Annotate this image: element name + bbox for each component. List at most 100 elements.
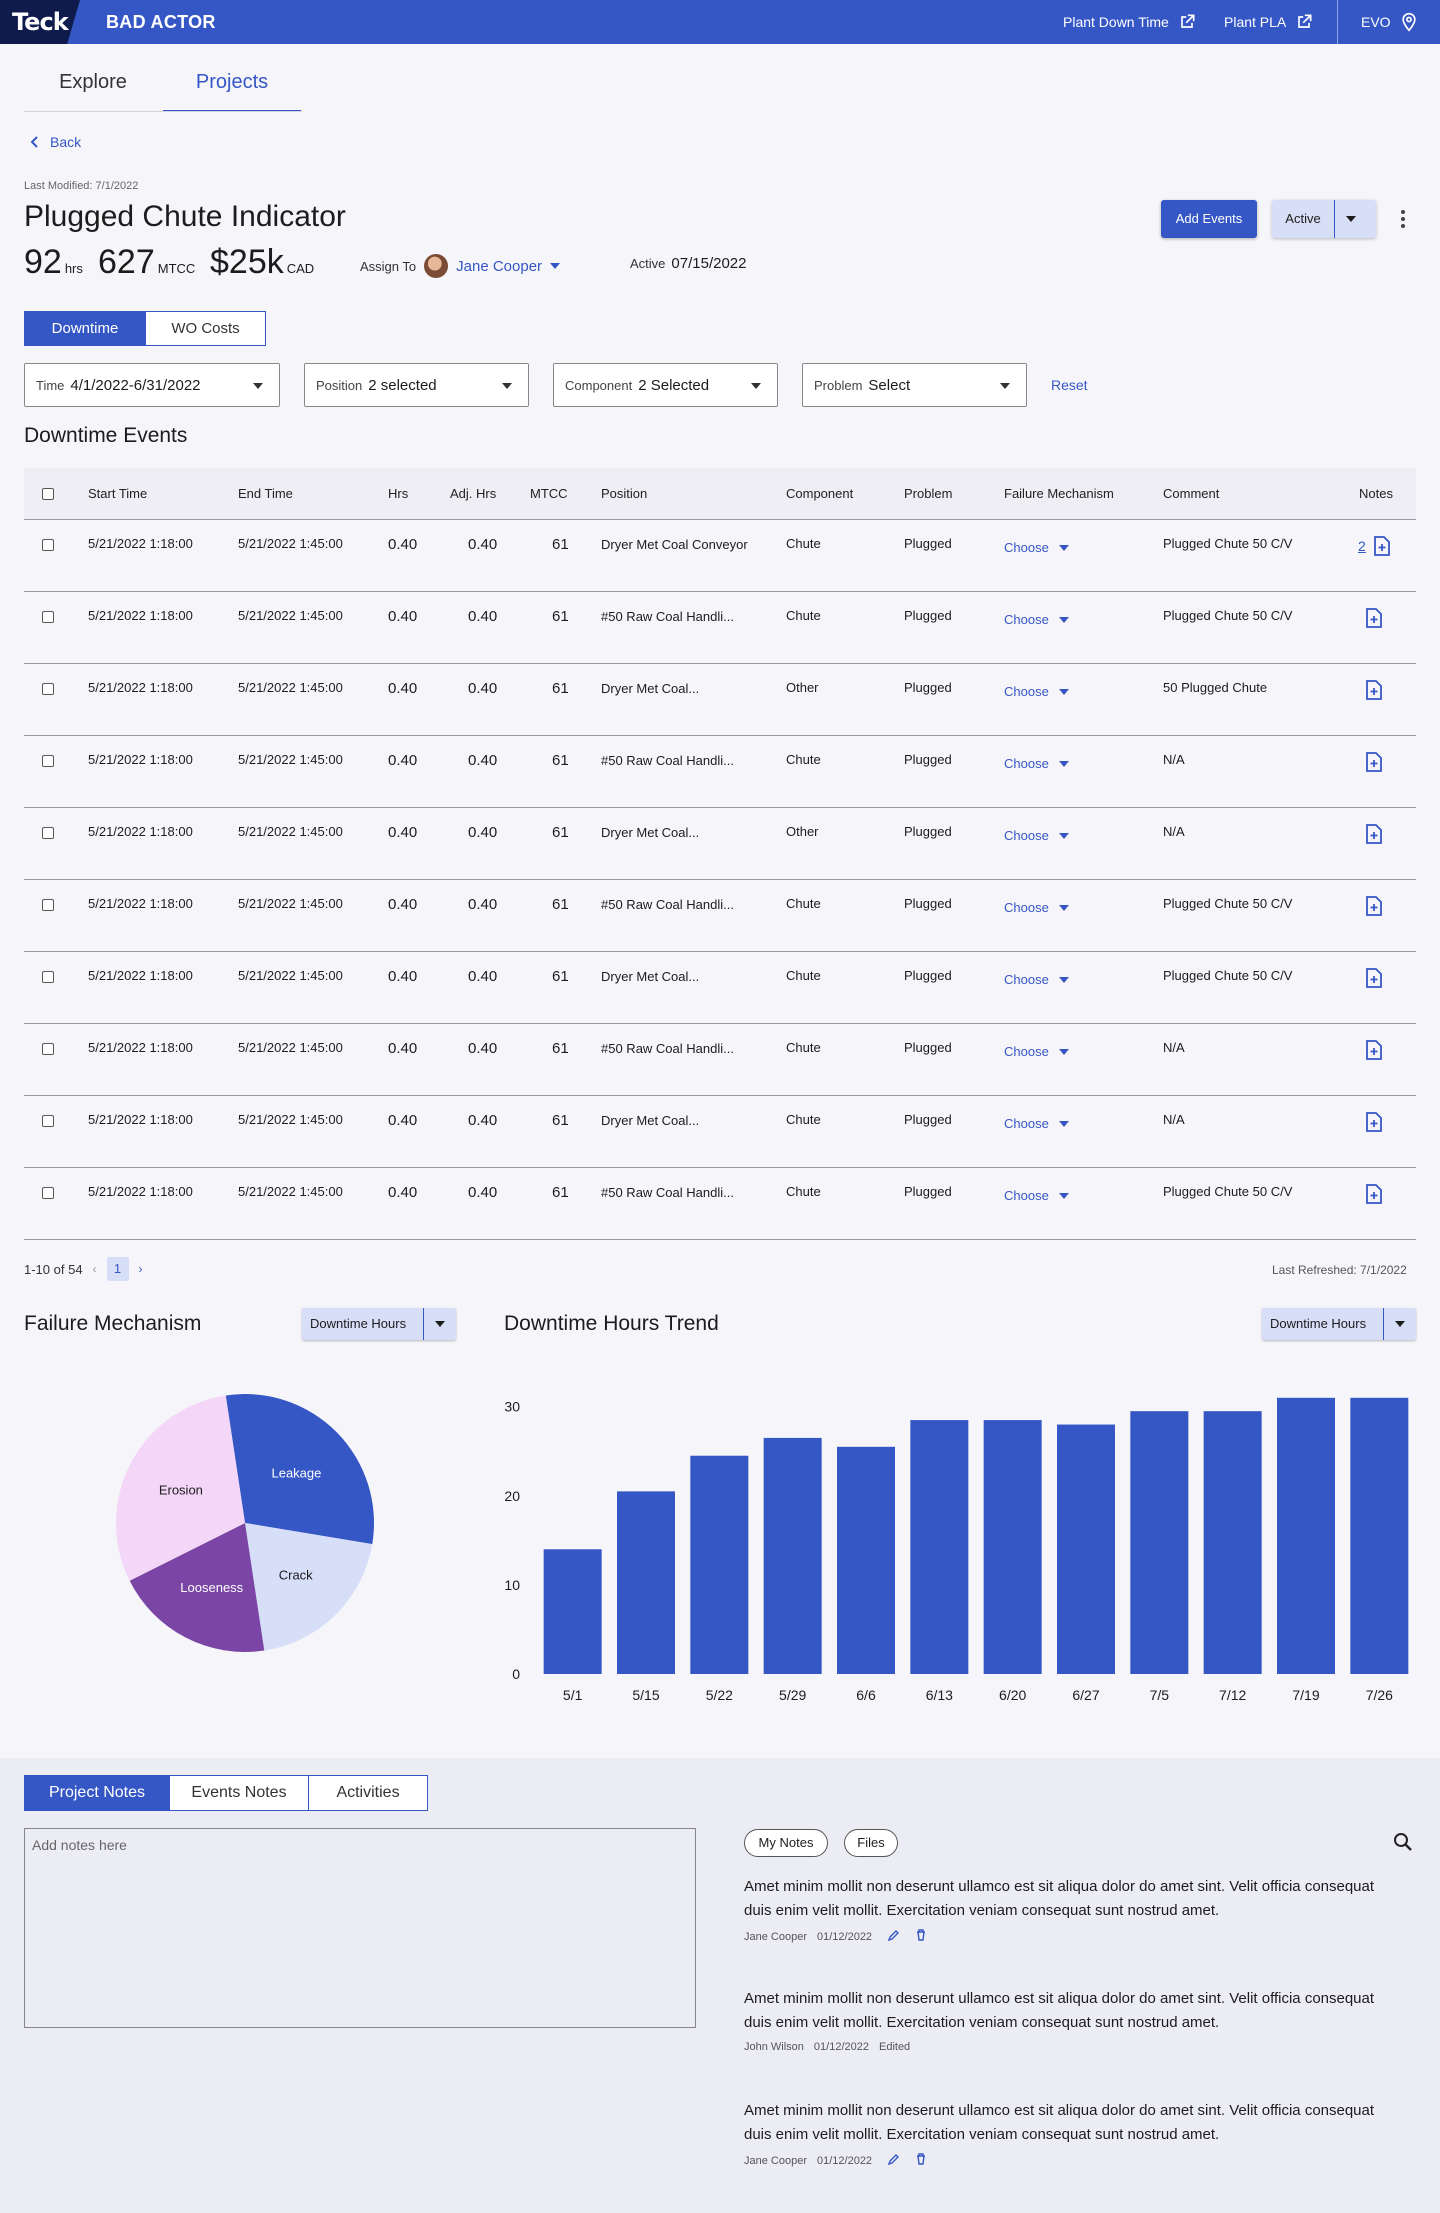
col-start-time[interactable]: Start Time <box>88 486 148 501</box>
bar-5/15[interactable] <box>617 1491 675 1674</box>
bar-7/19[interactable] <box>1277 1397 1335 1674</box>
failure-mechanism-select[interactable]: Choose <box>1004 828 1069 843</box>
toggle-downtime[interactable]: Downtime <box>24 311 146 346</box>
select-all-checkbox[interactable] <box>42 488 54 500</box>
row-checkbox[interactable] <box>42 755 54 767</box>
failure-mechanism-select[interactable]: Choose <box>1004 1188 1069 1203</box>
add-note-icon[interactable] <box>1373 536 1390 556</box>
chip-files[interactable]: Files <box>844 1829 898 1857</box>
assign-to[interactable]: Assign To Jane Cooper <box>360 254 561 278</box>
failure-mechanism-select[interactable]: Choose <box>1004 612 1069 627</box>
tab-explore[interactable]: Explore <box>59 71 127 93</box>
filter-position[interactable]: Position 2 selected <box>304 363 529 407</box>
tab-activities[interactable]: Activities <box>308 1775 428 1811</box>
more-options-icon[interactable] <box>1396 208 1410 230</box>
bar-7/12[interactable] <box>1203 1411 1262 1674</box>
reset-filters-link[interactable]: Reset <box>1051 377 1088 393</box>
table-row[interactable]: 5/21/2022 1:18:00 5/21/2022 1:45:00 0.40 0.… <box>24 1024 1416 1096</box>
prev-page-icon[interactable]: ‹ <box>92 1262 97 1276</box>
edit-note-button[interactable] <box>887 2153 900 2168</box>
col-mtcc[interactable]: MTCC <box>530 486 568 501</box>
evo-location-link[interactable]: EVO <box>1361 0 1419 44</box>
delete-note-button[interactable] <box>916 2153 926 2168</box>
teck-logo[interactable]: Teck <box>0 0 80 44</box>
pie-slice-erosion[interactable] <box>116 1395 245 1581</box>
col-comment[interactable]: Comment <box>1163 486 1220 501</box>
col-position[interactable]: Position <box>601 486 648 501</box>
add-note-icon[interactable] <box>1366 896 1382 916</box>
edit-icon[interactable] <box>887 1929 900 1942</box>
col-hrs[interactable]: Hrs <box>388 486 409 501</box>
notes-count[interactable]: 2 <box>1358 538 1366 554</box>
trend-metric-dropdown[interactable]: Downtime Hours <box>1262 1308 1416 1340</box>
row-checkbox[interactable] <box>42 1043 54 1055</box>
table-row[interactable]: 5/21/2022 1:18:00 5/21/2022 1:45:00 0.40 0.… <box>24 736 1416 808</box>
bar-5/1[interactable] <box>543 1549 602 1674</box>
failure-mechanism-select[interactable]: Choose <box>1004 540 1069 555</box>
delete-note-button[interactable] <box>916 1929 926 1944</box>
chip-my-notes[interactable]: My Notes <box>744 1829 828 1857</box>
col-notes[interactable]: Notes <box>1359 486 1393 501</box>
row-checkbox[interactable] <box>42 827 54 839</box>
bar-7/26[interactable] <box>1350 1397 1409 1674</box>
row-checkbox[interactable] <box>42 971 54 983</box>
bar-6/13[interactable] <box>910 1420 969 1674</box>
col-problem[interactable]: Problem <box>904 486 953 501</box>
table-row[interactable]: 5/21/2022 1:18:00 5/21/2022 1:45:00 0.40 0.… <box>24 1168 1416 1240</box>
add-note-icon[interactable] <box>1366 680 1382 700</box>
filter-problem[interactable]: Problem Select <box>802 363 1027 407</box>
bar-6/6[interactable] <box>837 1446 895 1674</box>
failure-mechanism-select[interactable]: Choose <box>1004 684 1069 699</box>
add-note-icon[interactable] <box>1366 1040 1382 1060</box>
failure-mechanism-select[interactable]: Choose <box>1004 1044 1069 1059</box>
tab-projects[interactable]: Projects <box>163 62 301 112</box>
row-checkbox[interactable] <box>42 683 54 695</box>
edit-icon[interactable] <box>887 2153 900 2166</box>
bar-5/29[interactable] <box>763 1437 822 1674</box>
failure-mechanism-select[interactable]: Choose <box>1004 756 1069 771</box>
plant-pla-link[interactable]: Plant PLA <box>1224 0 1314 44</box>
filter-time[interactable]: Time 4/1/2022-6/31/2022 <box>24 363 280 407</box>
add-notes-textarea[interactable]: Add notes here <box>24 1828 696 2028</box>
edit-note-button[interactable] <box>887 1929 900 1944</box>
pie-slice-leakage[interactable] <box>225 1394 374 1545</box>
add-note-icon[interactable] <box>1366 608 1382 628</box>
row-checkbox[interactable] <box>42 899 54 911</box>
row-checkbox[interactable] <box>42 611 54 623</box>
failure-mechanism-select[interactable]: Choose <box>1004 900 1069 915</box>
pie-slice-looseness[interactable] <box>129 1523 265 1652</box>
failure-metric-dropdown[interactable]: Downtime Hours <box>302 1308 456 1340</box>
bar-6/27[interactable] <box>1057 1424 1115 1674</box>
add-events-button[interactable]: Add Events <box>1161 200 1257 238</box>
plant-down-time-link[interactable]: Plant Down Time <box>1063 0 1197 44</box>
col-adj-hrs[interactable]: Adj. Hrs <box>450 486 497 501</box>
table-row[interactable]: 5/21/2022 1:18:00 5/21/2022 1:45:00 0.40 0.… <box>24 520 1416 592</box>
bar-7/5[interactable] <box>1130 1411 1189 1674</box>
add-note-icon[interactable] <box>1366 824 1382 844</box>
caret-down-icon[interactable] <box>1346 216 1356 222</box>
tab-events-notes[interactable]: Events Notes <box>169 1775 309 1811</box>
failure-mechanism-select[interactable]: Choose <box>1004 1116 1069 1131</box>
row-checkbox[interactable] <box>42 539 54 551</box>
filter-component[interactable]: Component 2 Selected <box>553 363 778 407</box>
col-end-time[interactable]: End Time <box>238 486 293 501</box>
delete-icon[interactable] <box>916 1929 926 1941</box>
page-number[interactable]: 1 <box>106 1257 129 1281</box>
col-component[interactable]: Component <box>786 486 854 501</box>
back-link[interactable]: Back <box>30 134 81 150</box>
table-row[interactable]: 5/21/2022 1:18:00 5/21/2022 1:45:00 0.40 0.… <box>24 952 1416 1024</box>
row-checkbox[interactable] <box>42 1187 54 1199</box>
table-row[interactable]: 5/21/2022 1:18:00 5/21/2022 1:45:00 0.40 0.… <box>24 1096 1416 1168</box>
toggle-wo-costs[interactable]: WO Costs <box>145 311 266 346</box>
status-dropdown[interactable]: Active <box>1272 200 1376 238</box>
table-row[interactable]: 5/21/2022 1:18:00 5/21/2022 1:45:00 0.40 0.… <box>24 592 1416 664</box>
row-checkbox[interactable] <box>42 1115 54 1127</box>
table-row[interactable]: 5/21/2022 1:18:00 5/21/2022 1:45:00 0.40 0.… <box>24 880 1416 952</box>
add-note-icon[interactable] <box>1366 1184 1382 1204</box>
failure-mechanism-select[interactable]: Choose <box>1004 972 1069 987</box>
col-failure-mechanism[interactable]: Failure Mechanism <box>1004 486 1114 501</box>
bar-6/20[interactable] <box>983 1420 1042 1674</box>
table-row[interactable]: 5/21/2022 1:18:00 5/21/2022 1:45:00 0.40 0.… <box>24 808 1416 880</box>
bar-5/22[interactable] <box>690 1455 749 1674</box>
search-icon[interactable] <box>1393 1832 1413 1852</box>
